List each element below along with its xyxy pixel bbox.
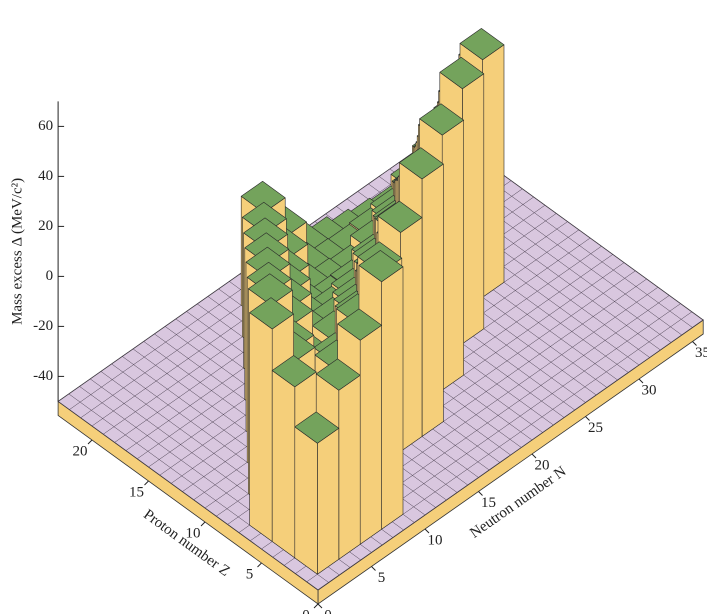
y-tick-label: 5 [246,566,254,582]
column-side [359,324,382,545]
x-tick-label: 20 [535,457,550,473]
x-tick [692,341,697,346]
y-tick-label: 15 [129,484,144,500]
x-tick-label: 5 [378,570,386,586]
z-tick-label: 40 [38,168,53,184]
y-tick-label: 10 [186,525,201,541]
y-tick [144,480,149,486]
z-tick-label: 0 [46,268,54,284]
column-top [399,147,444,180]
column-side [462,73,485,345]
column-side [421,163,444,437]
y-tick-label: 20 [73,443,88,459]
x-tick-label: 35 [695,345,707,361]
column-side [317,427,340,575]
z-tick-label: -20 [33,318,53,334]
x-tick [585,416,590,421]
y-tick [257,562,262,568]
column-side [294,426,318,575]
column-top [459,28,505,61]
surface [240,28,505,575]
x-tick-label: 25 [588,420,603,436]
x-tick [478,491,483,496]
floor-grid [317,319,704,591]
z-tick-label: 60 [38,118,53,134]
column-side [482,44,505,298]
column-top [294,411,340,444]
column-top [377,200,423,233]
x-tick-label: 15 [481,495,496,511]
column-side [441,119,464,391]
x-tick [371,566,376,571]
x-tick [531,453,537,459]
column-top [439,56,485,89]
y-tick [313,603,319,609]
column-top [248,273,293,306]
x-tick-label: 0 [324,607,332,614]
column-side [338,374,361,560]
column-top [337,308,382,341]
x-tick-label: 10 [428,532,443,548]
column-top [358,250,404,283]
floor-grid [57,401,319,591]
column-top [315,358,361,391]
y-tick [200,521,206,527]
column-side [381,266,404,530]
y-tick [87,439,93,445]
column-top [240,181,286,213]
column-top [249,297,294,330]
column-top [419,103,464,136]
x-tick-label: 30 [642,382,657,398]
z-tick-label: -40 [33,368,53,384]
column-side [271,370,296,559]
z-axis-label: Mass excess Δ (MeV/c²) [9,178,25,325]
z-tick-label: 20 [38,218,53,234]
column-side [249,312,273,542]
x-tick [638,378,644,384]
column-top [271,355,317,388]
column-side [400,217,423,452]
x-tick [317,603,323,609]
x-tick [424,528,430,534]
y-tick-label: 0 [302,607,310,614]
